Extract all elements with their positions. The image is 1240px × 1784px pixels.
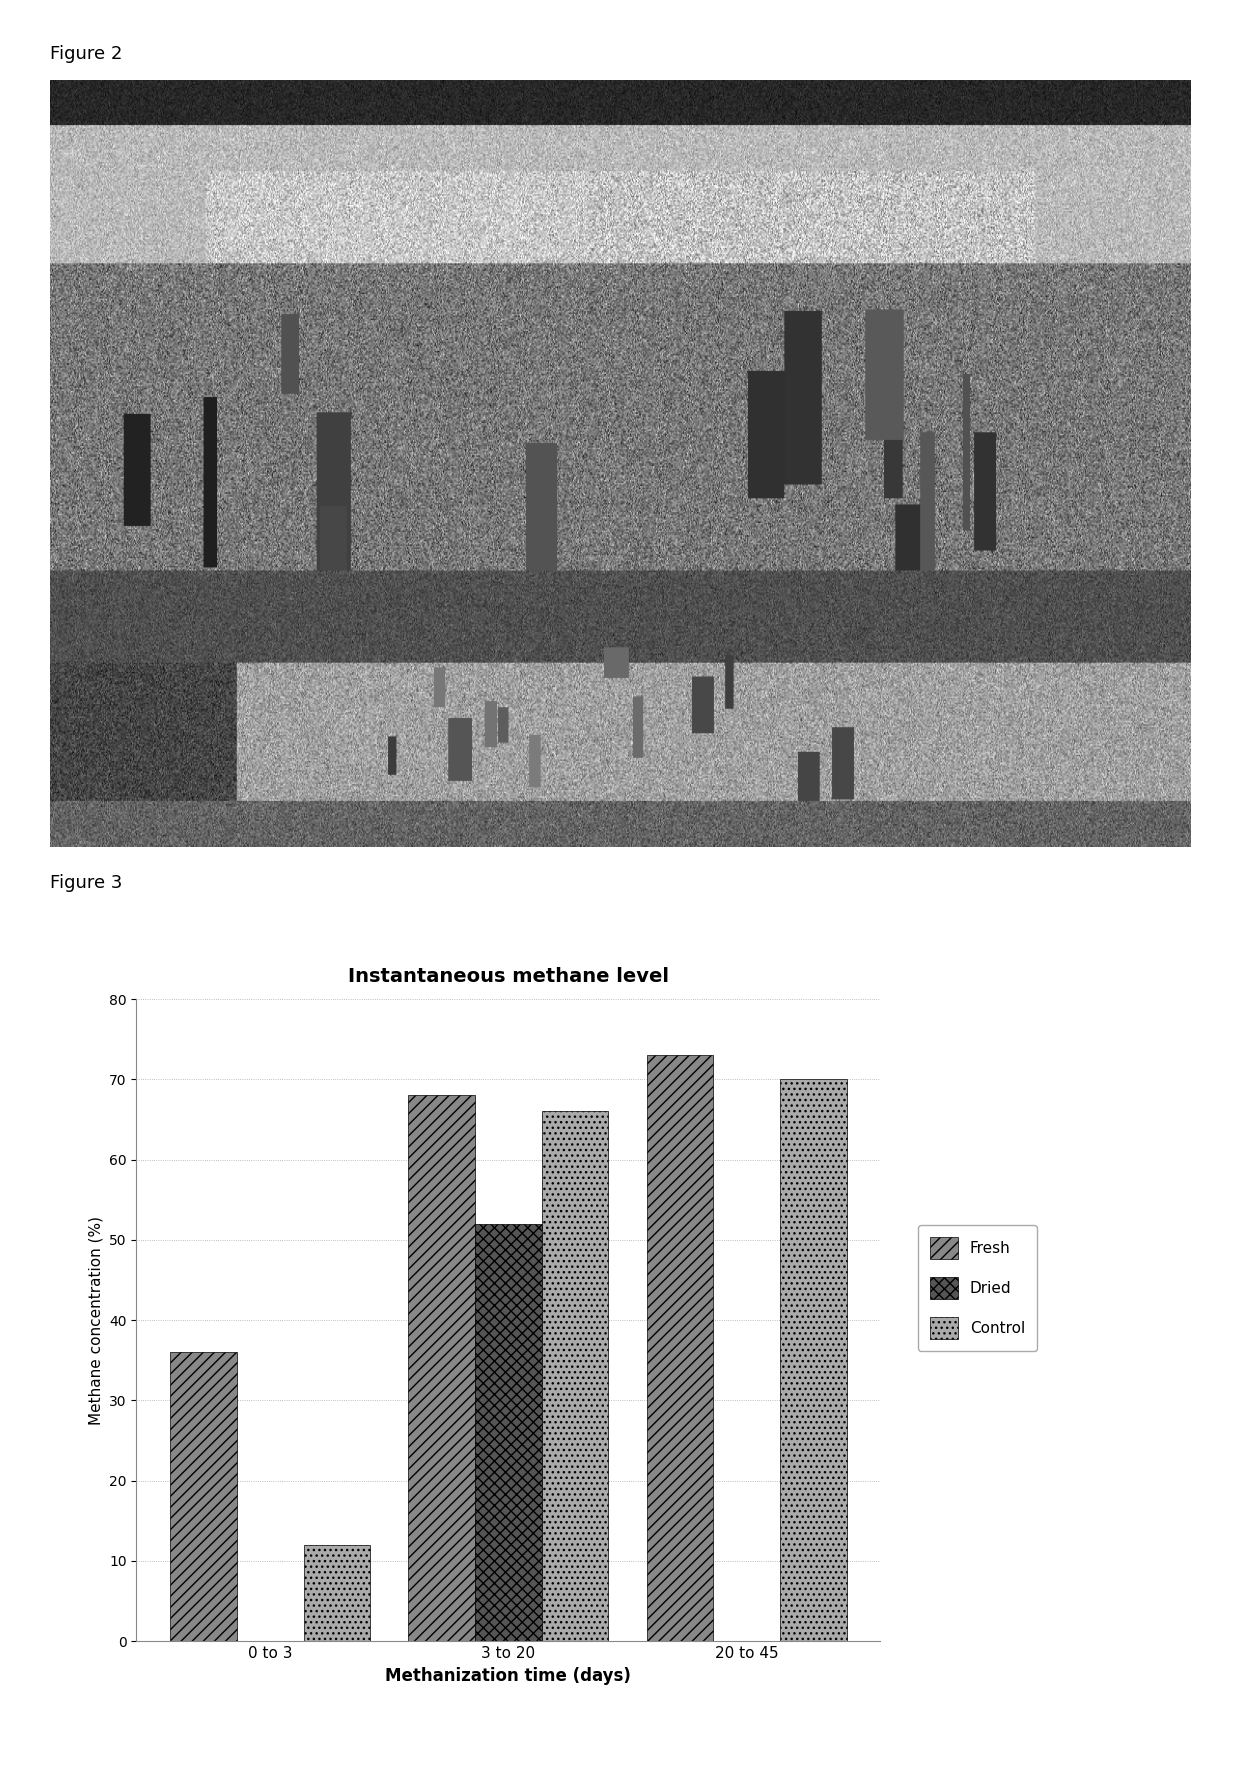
Title: Instantaneous methane level: Instantaneous methane level <box>348 967 668 987</box>
Bar <box>780 1079 847 1641</box>
Bar <box>542 1111 609 1641</box>
Bar <box>646 1056 713 1641</box>
Bar <box>475 1224 542 1641</box>
X-axis label: Methanization time (days): Methanization time (days) <box>386 1666 631 1684</box>
Bar <box>304 1545 371 1641</box>
Bar <box>170 1352 237 1641</box>
Text: Figure 3: Figure 3 <box>50 874 122 892</box>
Text: Figure 2: Figure 2 <box>50 45 122 62</box>
Y-axis label: Methane concentration (%): Methane concentration (%) <box>88 1215 103 1425</box>
Bar <box>408 1095 475 1641</box>
Legend: Fresh, Dried, Control: Fresh, Dried, Control <box>918 1226 1037 1350</box>
